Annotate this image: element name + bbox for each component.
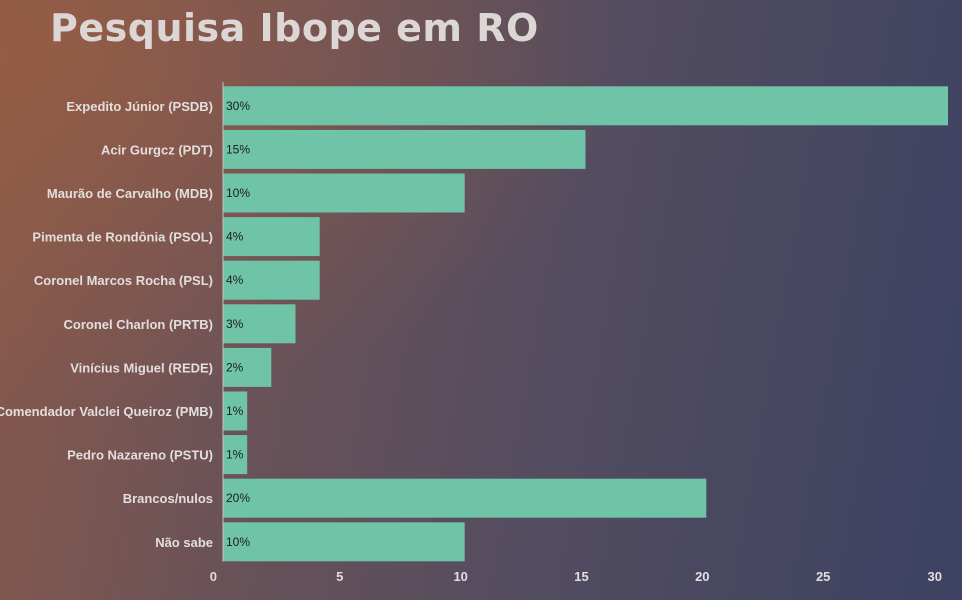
- category-label: Coronel Charlon (PRTB): [64, 317, 214, 332]
- bar: [223, 260, 320, 300]
- x-tick-label: 20: [695, 569, 709, 584]
- x-tick-label: 15: [574, 569, 588, 584]
- data-label: 10%: [226, 535, 250, 549]
- bars-layer: [223, 86, 948, 562]
- labels-layer: Expedito Júnior (PSDB) 30% Acir Gurgcz (PD…: [0, 99, 250, 550]
- bar: [223, 347, 272, 387]
- bar: [223, 391, 248, 431]
- bar: [223, 86, 948, 126]
- bar: [223, 129, 586, 169]
- bar: [223, 173, 465, 213]
- category-label: Expedito Júnior (PSDB): [66, 99, 213, 114]
- category-label: Vinícius Miguel (REDE): [70, 360, 213, 375]
- category-label: Não sabe: [155, 535, 213, 550]
- category-label: Maurão de Carvalho (MDB): [47, 186, 213, 201]
- category-label: Brancos/nulos: [123, 491, 213, 506]
- x-tick-label: 25: [816, 569, 830, 584]
- data-label: 20%: [226, 491, 250, 505]
- x-tick-label: 10: [453, 569, 467, 584]
- category-label: Pedro Nazareno (PSTU): [67, 448, 213, 463]
- bar: [223, 217, 320, 257]
- category-label: Coronel Marcos Rocha (PSL): [34, 273, 213, 288]
- x-tick-label: 5: [336, 569, 343, 584]
- data-label: 1%: [226, 404, 244, 418]
- data-label: 4%: [226, 273, 244, 287]
- data-label: 30%: [226, 99, 250, 113]
- data-label: 10%: [226, 186, 250, 200]
- data-label: 3%: [226, 317, 244, 331]
- bar: [223, 478, 707, 518]
- category-label: Pimenta de Rondônia (PSOL): [32, 230, 213, 245]
- chart-title: Pesquisa Ibope em RO: [50, 6, 539, 50]
- x-tick-label: 30: [928, 569, 942, 584]
- category-label: Comendador Valclei Queiroz (PMB): [0, 404, 213, 419]
- bar: [223, 522, 465, 562]
- bar: [223, 435, 248, 475]
- data-label: 2%: [226, 360, 244, 374]
- category-label: Acir Gurgcz (PDT): [101, 142, 213, 157]
- ticks-layer: 0 5 10 15 20 25 30: [210, 569, 942, 584]
- bar: [223, 304, 296, 344]
- data-label: 1%: [226, 448, 244, 462]
- x-tick-label: 0: [210, 569, 217, 584]
- data-label: 15%: [226, 142, 250, 156]
- data-label: 4%: [226, 230, 244, 244]
